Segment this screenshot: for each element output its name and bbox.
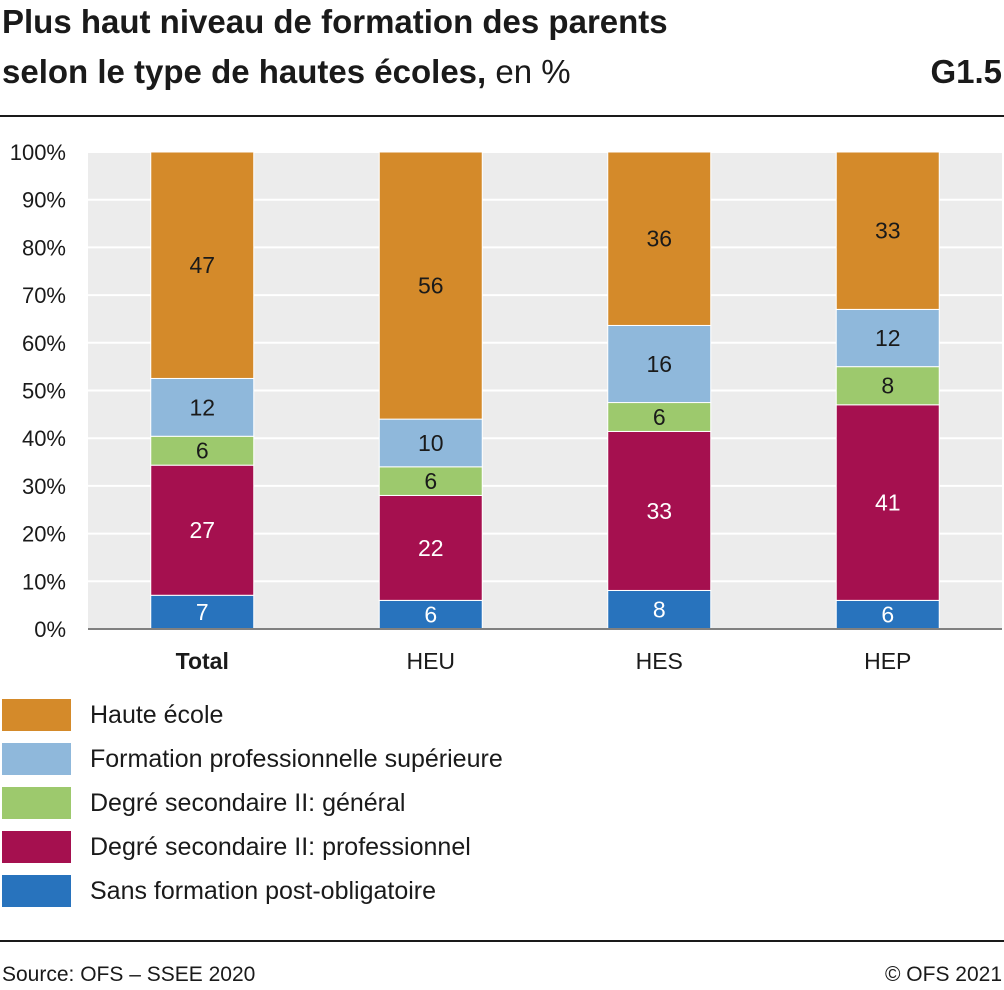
legend-swatch	[2, 787, 71, 819]
chart-title-line-1: Plus haut niveau de formation des parent…	[2, 3, 668, 40]
data-label: 6	[881, 602, 894, 628]
y-tick-label: 10%	[22, 569, 66, 594]
y-tick-label: 40%	[22, 426, 66, 451]
data-label: 6	[424, 468, 437, 494]
y-tick-label: 50%	[22, 379, 66, 404]
y-tick-label: 70%	[22, 283, 66, 308]
legend-item: Degré secondaire II: professionnel	[0, 827, 700, 871]
y-tick-label: 60%	[22, 331, 66, 356]
legend-label: Degré secondaire II: professionnel	[90, 833, 471, 861]
bar-segment	[150, 594, 255, 630]
legend-swatch	[2, 743, 71, 775]
legend-item: Formation professionnelle supérieure	[0, 739, 700, 783]
legend-label: Haute école	[90, 701, 224, 729]
y-tick-label: 0%	[34, 617, 66, 642]
data-label: 7	[196, 599, 209, 625]
data-label: 16	[646, 351, 672, 377]
bar-segment	[607, 430, 712, 591]
y-tick-label: 100%	[10, 140, 66, 165]
data-label: 10	[418, 430, 444, 456]
y-tick-label: 20%	[22, 522, 66, 547]
x-category-label: HES	[636, 648, 683, 674]
bar-segment	[835, 366, 940, 406]
x-category-label: HEP	[864, 648, 911, 674]
legend-swatch	[2, 831, 71, 863]
legend-item: Haute école	[0, 695, 700, 739]
bar-segment	[378, 494, 483, 601]
data-label: 22	[418, 535, 444, 561]
bar-segment	[607, 324, 712, 404]
data-label: 27	[189, 517, 215, 543]
bar-segment	[835, 308, 940, 368]
bottom-divider	[0, 940, 1004, 942]
data-label: 56	[418, 273, 444, 299]
chart-title-unit: en %	[486, 53, 571, 90]
x-axis-category-labels: Total HEU HES HEP	[176, 648, 912, 674]
data-label: 36	[646, 226, 672, 252]
data-label: 8	[881, 373, 894, 399]
data-label: 12	[189, 394, 215, 420]
data-label: 6	[196, 438, 209, 464]
legend-label: Formation professionnelle supérieure	[90, 745, 503, 773]
chart-title-line-2-bold: selon le type de hautes écoles,	[2, 53, 487, 90]
bar-segment	[835, 151, 940, 310]
data-label: 47	[189, 252, 215, 278]
y-axis-tick-labels: 0% 10% 20% 30% 40% 50% 60% 70% 80% 90% 100%	[10, 140, 66, 642]
data-label: 33	[875, 218, 901, 244]
legend-item: Sans formation post-obligatoire	[0, 871, 700, 915]
data-label: 33	[646, 498, 672, 524]
data-label: 6	[424, 602, 437, 628]
legend-item: Degré secondaire II: général	[0, 783, 700, 827]
legend-label: Sans formation post-obligatoire	[90, 877, 437, 905]
top-divider	[0, 115, 1004, 117]
bars: 7 27 6 12 47 6 22 6 10 56 8 33 6 16 36 6 41 8 12 33	[150, 151, 940, 630]
legend: Haute école Formation professionnelle sup…	[0, 695, 700, 915]
y-tick-label: 30%	[22, 474, 66, 499]
source-note: Source: OFS – SSEE 2020	[2, 963, 256, 986]
legend-label: Degré secondaire II: général	[90, 789, 406, 817]
x-category-label: HEU	[406, 648, 455, 674]
bar-segment	[607, 151, 712, 326]
data-label: 8	[653, 597, 666, 623]
bar-segment	[607, 589, 712, 630]
data-label: 6	[653, 404, 666, 430]
bar-segment	[150, 151, 255, 379]
y-tick-label: 90%	[22, 188, 66, 213]
bar-segment	[150, 377, 255, 437]
chart-title-line-2: selon le type de hautes écoles, en %	[2, 52, 571, 92]
data-label: 41	[875, 490, 901, 516]
copyright-note: © OFS 2021	[884, 963, 1002, 986]
stacked-bar-chart: 0% 10% 20% 30% 40% 50% 60% 70% 80% 90% 100% 7 27 6 12…	[10, 140, 1002, 674]
x-category-label: Total	[176, 648, 229, 674]
data-label: 12	[875, 325, 901, 351]
y-tick-label: 80%	[22, 235, 66, 260]
legend-swatch	[2, 875, 71, 907]
title-block: Plus haut niveau de formation des parent…	[0, 0, 1004, 120]
bar-segment	[378, 599, 483, 630]
chart-code: G1.5	[930, 53, 1002, 90]
bar-segment	[835, 404, 940, 601]
bar-segment	[378, 151, 483, 420]
legend-swatch	[2, 699, 71, 731]
